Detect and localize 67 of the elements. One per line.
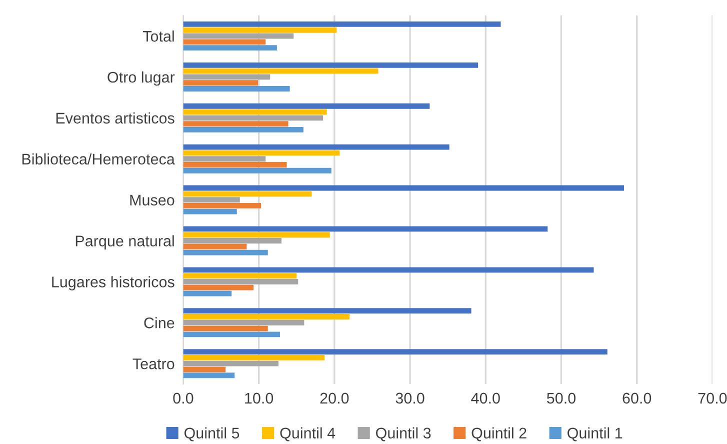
y-tick-label: Otro lugar — [108, 71, 175, 86]
legend-label: Quintil 4 — [280, 427, 336, 442]
bar — [183, 103, 430, 109]
bar — [183, 27, 337, 33]
x-tick-label: 40.0 — [471, 392, 500, 404]
bar — [183, 144, 450, 150]
bar — [183, 366, 226, 372]
bar — [183, 232, 330, 238]
y-tick-label: Total — [142, 30, 174, 42]
bar — [183, 372, 235, 378]
bar — [183, 126, 304, 132]
bar — [183, 39, 266, 45]
bar — [183, 191, 312, 197]
bar — [183, 168, 332, 174]
legend-label: Quintil 2 — [472, 427, 526, 442]
bar — [183, 290, 232, 296]
x-tick-label: 60.0 — [622, 392, 652, 404]
bar — [183, 109, 327, 115]
bar — [183, 45, 277, 51]
bar — [183, 320, 304, 326]
bar — [183, 244, 247, 250]
bar — [183, 156, 266, 162]
y-tick-label: Biblioteca/Hemeroteca — [22, 153, 175, 165]
x-tick-label: 30.0 — [396, 392, 424, 404]
bar — [183, 197, 240, 203]
bar — [183, 349, 608, 355]
bar — [183, 284, 254, 290]
x-tick-label: 70.0 — [698, 392, 727, 404]
bar — [183, 354, 325, 360]
x-tick-label: 10.0 — [245, 392, 274, 404]
y-tick-label: Eventos artisticos — [56, 112, 174, 124]
x-tick-label: 0.0 — [173, 392, 194, 404]
y-tick-label: Museo — [130, 194, 174, 206]
bar — [183, 250, 268, 256]
bar — [183, 162, 287, 168]
legend-label: Quintil 3 — [376, 427, 431, 442]
bar — [183, 33, 294, 39]
bar — [183, 74, 270, 80]
bar — [183, 273, 297, 279]
bar — [183, 68, 378, 74]
bar — [183, 62, 478, 68]
bar — [183, 226, 548, 232]
bar — [183, 267, 594, 273]
bar — [183, 115, 324, 121]
bar — [183, 185, 624, 191]
legend-label: Quintil 5 — [184, 427, 240, 442]
bar — [183, 238, 282, 244]
bar — [183, 332, 280, 338]
y-tick-label: Parque natural — [76, 235, 174, 250]
legend-label: Quintil 1 — [568, 427, 622, 442]
y-tick-label: Cine — [144, 317, 174, 328]
bar — [183, 86, 290, 92]
bar — [183, 80, 258, 86]
bar — [183, 121, 288, 127]
bar — [183, 326, 268, 332]
bar — [183, 202, 262, 208]
bar — [183, 22, 501, 27]
y-tick-label: Lugares historicos — [52, 276, 174, 290]
bar — [183, 308, 472, 314]
x-tick-label: 50.0 — [546, 392, 576, 404]
bar — [183, 278, 298, 284]
bar — [183, 150, 340, 156]
bar — [183, 360, 278, 366]
y-tick-label: Teatro — [132, 358, 174, 370]
x-tick-label: 20.0 — [320, 392, 349, 404]
bar — [183, 314, 350, 320]
bar — [183, 208, 237, 214]
